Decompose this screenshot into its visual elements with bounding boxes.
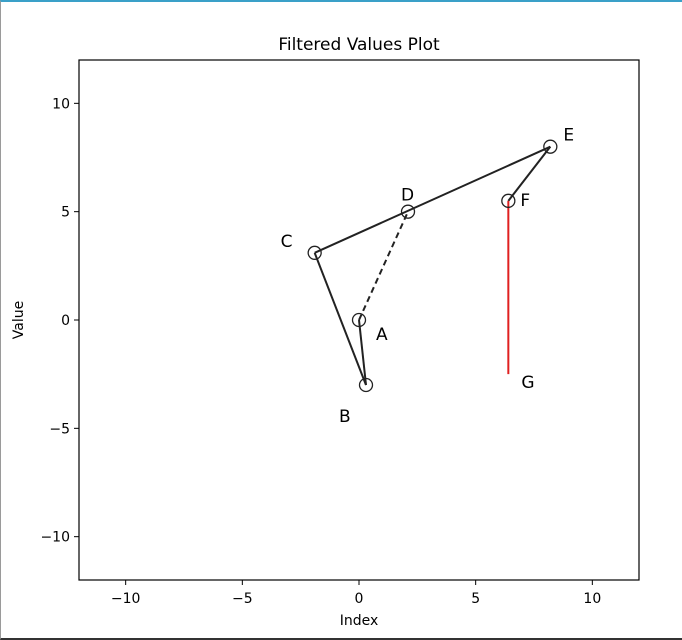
point-label-e: E bbox=[563, 126, 574, 146]
y-axis-label: Value bbox=[11, 301, 27, 339]
point-labels: A B C D E F G bbox=[281, 126, 574, 427]
point-marker-d bbox=[400, 204, 416, 219]
x-tick-label: −5 bbox=[232, 591, 253, 607]
x-tick-label: 0 bbox=[355, 591, 364, 607]
x-axis-label: Index bbox=[340, 613, 379, 629]
x-axis: −10 −5 0 5 10 bbox=[111, 580, 601, 607]
point-label-g: G bbox=[521, 373, 534, 393]
point-marker-e bbox=[543, 139, 558, 154]
y-tick-label: 5 bbox=[61, 205, 70, 221]
y-axis: −10 −5 0 5 10 bbox=[40, 96, 79, 546]
point-label-d: D bbox=[401, 186, 414, 206]
point-label-f: F bbox=[520, 191, 530, 211]
point-marker-c bbox=[307, 245, 322, 260]
segment-e-f bbox=[507, 146, 552, 202]
point-label-c: C bbox=[281, 232, 293, 252]
segment-b-c bbox=[313, 252, 367, 386]
point-marker-f bbox=[501, 193, 516, 208]
y-tick-label: 0 bbox=[61, 313, 70, 329]
x-tick-label: −10 bbox=[111, 591, 141, 607]
point-marker-a bbox=[351, 312, 367, 328]
point-marker-b bbox=[358, 377, 374, 393]
chart-title: Filtered Values Plot bbox=[278, 35, 440, 55]
x-tick-label: 5 bbox=[471, 591, 480, 607]
y-tick-label: −5 bbox=[49, 421, 70, 437]
point-label-a: A bbox=[376, 325, 388, 345]
x-tick-label: 10 bbox=[583, 591, 601, 607]
segment-a-b bbox=[358, 319, 367, 386]
series-lines bbox=[313, 145, 552, 386]
series-markers bbox=[307, 139, 558, 393]
y-tick-label: −10 bbox=[40, 530, 70, 546]
point-label-b: B bbox=[339, 407, 351, 427]
segment-c-e bbox=[314, 145, 551, 254]
y-tick-label: 10 bbox=[52, 96, 70, 112]
